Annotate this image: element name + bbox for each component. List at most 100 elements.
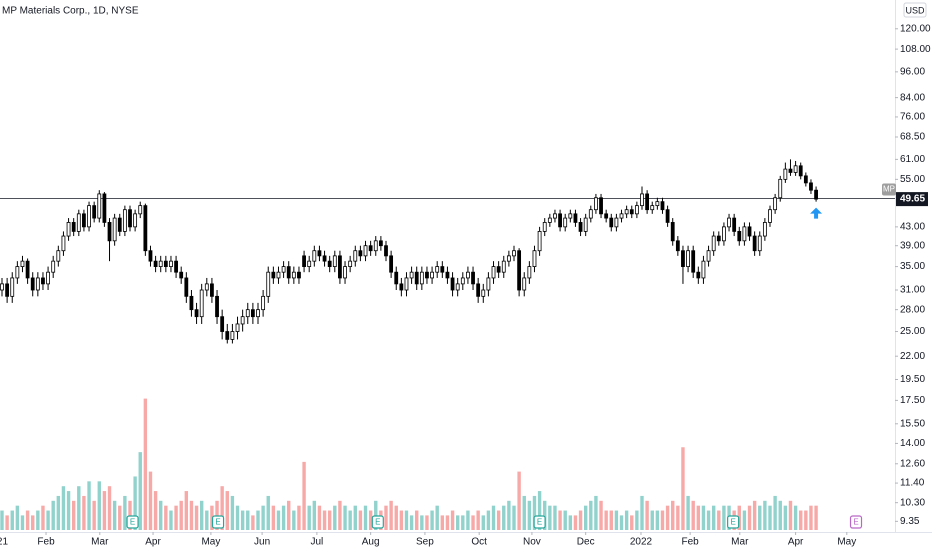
candle-body bbox=[92, 205, 97, 219]
y-tick-label: 22.00 bbox=[900, 351, 925, 362]
candle-body bbox=[814, 189, 818, 200]
candle-body bbox=[512, 250, 516, 257]
candle-body bbox=[148, 250, 153, 262]
candle-body bbox=[378, 240, 383, 247]
volume-bar bbox=[671, 500, 675, 530]
x-tick-label: 2022 bbox=[630, 537, 653, 548]
candle-body bbox=[568, 213, 573, 219]
plot: 120.00 108.00 96.00 84.00 76.00 68.50 61.00 55.… bbox=[0, 23, 931, 548]
candle-body bbox=[778, 178, 783, 199]
volume-bar bbox=[384, 505, 388, 530]
earnings-box bbox=[533, 515, 546, 529]
volume-bar bbox=[752, 500, 757, 530]
candle-body bbox=[230, 331, 235, 340]
candle-body bbox=[578, 222, 583, 232]
candle-body bbox=[599, 197, 603, 215]
candle-body bbox=[35, 277, 40, 291]
currency[interactable]: USD bbox=[905, 5, 925, 15]
volume-bar bbox=[194, 505, 199, 530]
earnings-label: E bbox=[130, 518, 135, 527]
volume-bar bbox=[353, 505, 357, 530]
volume-bar bbox=[261, 505, 265, 530]
earnings-box bbox=[211, 515, 225, 529]
symbol-tag bbox=[882, 183, 896, 196]
volume-bar bbox=[394, 505, 398, 530]
volume-bar bbox=[681, 447, 685, 530]
volume-bar bbox=[691, 500, 695, 530]
candle-body bbox=[553, 213, 557, 219]
candle-body bbox=[619, 213, 624, 219]
candle-body bbox=[20, 260, 25, 267]
volume-bar bbox=[266, 495, 270, 530]
candle-body bbox=[348, 260, 353, 267]
volume-bar bbox=[159, 500, 163, 530]
volume-bar bbox=[481, 515, 485, 530]
volume-bar bbox=[235, 505, 240, 530]
candle-body bbox=[245, 309, 250, 318]
candle-body bbox=[291, 271, 296, 279]
volume-bar bbox=[507, 500, 511, 530]
candle-body bbox=[466, 271, 470, 279]
candle-body bbox=[189, 295, 194, 311]
y-tick-label: 120.00 bbox=[900, 23, 931, 34]
volume-bar bbox=[409, 515, 414, 530]
candle-body bbox=[41, 277, 45, 285]
currency-box[interactable] bbox=[903, 2, 927, 18]
candle-body bbox=[399, 283, 404, 291]
candle-body bbox=[430, 271, 434, 279]
last-price-box bbox=[896, 192, 928, 207]
volume-bar bbox=[210, 505, 214, 530]
volume-bar bbox=[317, 505, 322, 530]
volume-bar bbox=[56, 495, 61, 530]
candle-body bbox=[56, 250, 61, 262]
candle-body bbox=[558, 213, 562, 228]
candle-body bbox=[496, 266, 501, 273]
volume-bar bbox=[476, 510, 480, 530]
volume-bar bbox=[563, 510, 567, 530]
volume-bar bbox=[251, 515, 255, 530]
y-tick-label: 39.00 bbox=[900, 240, 925, 251]
candle-body bbox=[281, 266, 286, 273]
volume-bar bbox=[645, 500, 649, 530]
candle-body bbox=[747, 226, 752, 237]
y-tick-label: 19.50 bbox=[900, 374, 925, 385]
candle-body bbox=[670, 222, 675, 242]
candle-body bbox=[409, 271, 414, 279]
x-tick-label: Jul bbox=[310, 537, 323, 548]
volume-bar bbox=[312, 500, 317, 530]
volume-bar bbox=[655, 510, 660, 530]
volume-bar bbox=[338, 500, 342, 530]
candle-body bbox=[737, 231, 742, 242]
volume-bar bbox=[271, 505, 276, 530]
candle-body bbox=[133, 213, 138, 228]
volume-bar bbox=[399, 510, 404, 530]
candle-body bbox=[696, 271, 701, 279]
candle-body bbox=[665, 209, 670, 223]
earnings-label: E bbox=[375, 518, 380, 527]
candle-body bbox=[76, 213, 81, 232]
last-price-label: 49.65 bbox=[900, 194, 925, 205]
candle-body bbox=[138, 205, 143, 215]
y-tick-label: 96.00 bbox=[900, 66, 925, 77]
y-tick-label: 35.00 bbox=[900, 261, 925, 272]
candle-body bbox=[240, 316, 245, 325]
volume-bar bbox=[61, 486, 66, 530]
volume-bar bbox=[435, 505, 439, 530]
volume-bar bbox=[97, 481, 101, 530]
candle-body bbox=[471, 271, 475, 285]
x-tick-label: May bbox=[837, 537, 856, 548]
candle-body bbox=[450, 277, 455, 291]
volume-bar bbox=[415, 510, 419, 530]
candle-body bbox=[752, 235, 757, 252]
volume-bar bbox=[292, 510, 296, 530]
volume-bar bbox=[220, 486, 224, 530]
volume-bar bbox=[0, 510, 4, 530]
volume-bar bbox=[358, 510, 363, 530]
x-tick-label: Feb bbox=[37, 537, 55, 548]
candle-body bbox=[358, 250, 363, 257]
volume-bar bbox=[41, 505, 45, 530]
volume-bar bbox=[46, 510, 50, 530]
candle-body bbox=[307, 260, 312, 267]
candle-body bbox=[691, 250, 696, 273]
